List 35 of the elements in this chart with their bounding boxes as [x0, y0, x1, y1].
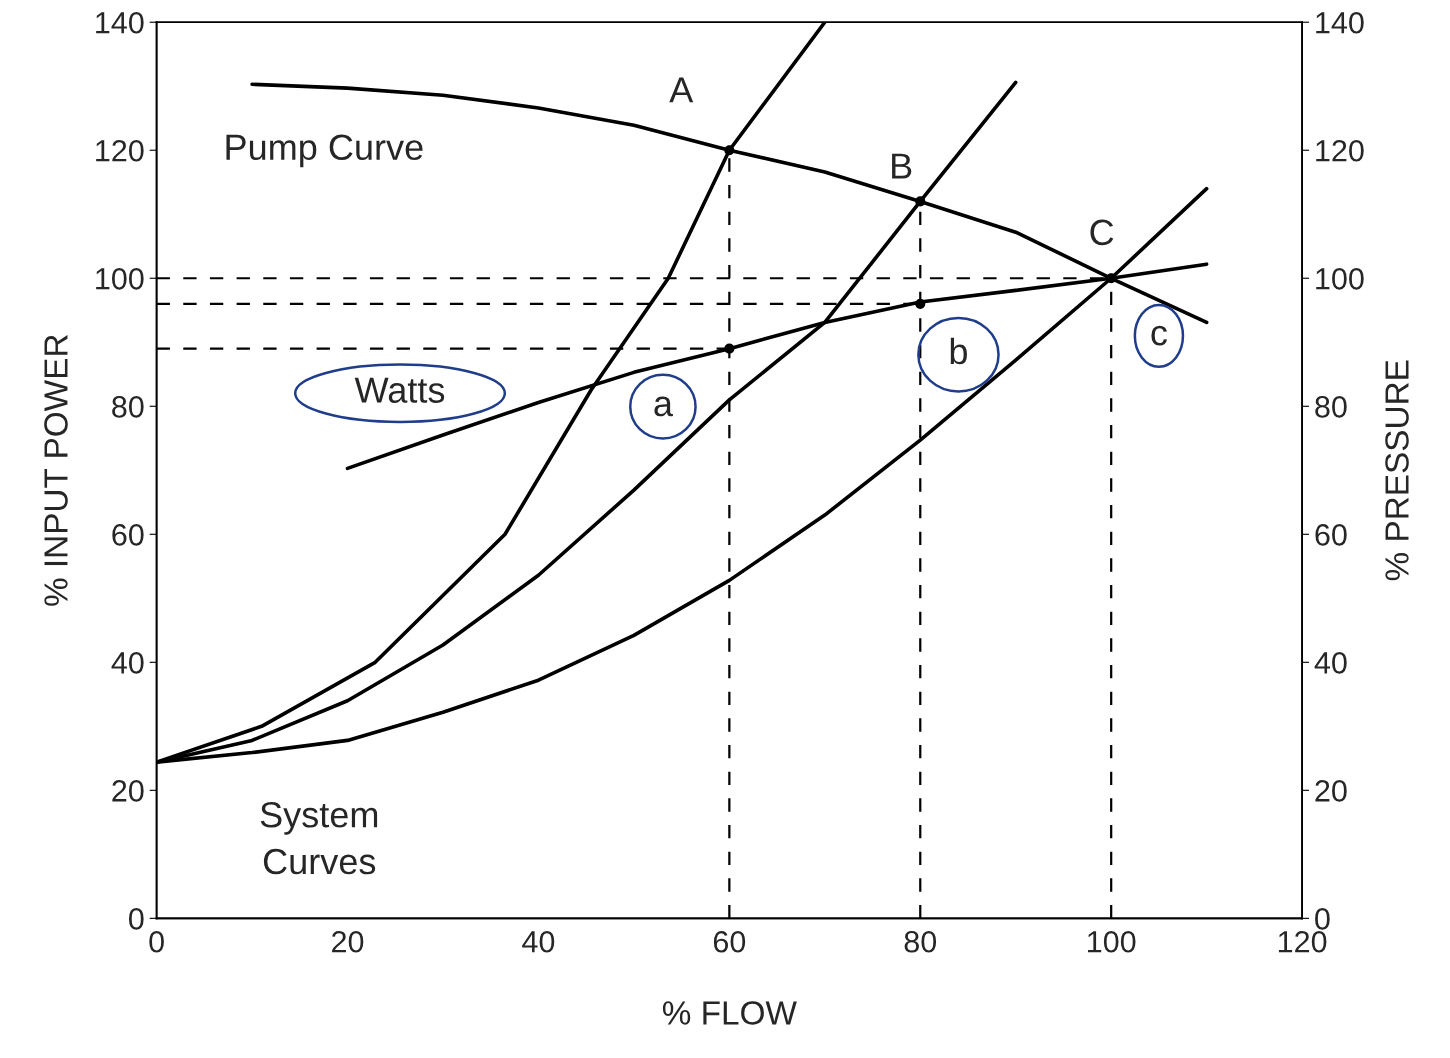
y-tick-label: 40: [111, 652, 144, 674]
x-tick-label: 40: [522, 930, 555, 953]
x-tick-label: 0: [149, 930, 164, 953]
y-axis-title: % INPUT POWER: [44, 335, 68, 606]
y-tick-label: 140: [96, 11, 144, 34]
x-tick-label: 120: [1278, 930, 1327, 953]
x-tick-label: 100: [1088, 930, 1136, 953]
y2-tick-label: 20: [1315, 780, 1347, 802]
y2-tick-label: 60: [1315, 524, 1347, 546]
annotation: a: [654, 396, 673, 417]
y2-tick-label: 80: [1315, 396, 1347, 418]
y-tick-label: 20: [112, 780, 144, 802]
y-tick-label: 100: [96, 267, 144, 290]
annotation: b: [950, 337, 967, 365]
x-tick-label: 80: [904, 930, 937, 953]
y2-tick-label: 100: [1316, 267, 1364, 290]
annotation: C: [1090, 219, 1114, 246]
y2-tick-label: 140: [1316, 11, 1364, 34]
y-tick-label: 120: [96, 139, 144, 162]
y2-tick-label: 0: [1315, 908, 1330, 930]
y-tick-label: 0: [129, 908, 144, 930]
y2-tick-label: 40: [1314, 652, 1347, 674]
annotation: System Curves: [260, 802, 378, 875]
annotation: B: [892, 153, 912, 179]
y2-tick-label: 120: [1316, 139, 1364, 162]
y-tick-label: 60: [112, 524, 144, 546]
x-tick-label: 60: [713, 930, 746, 953]
annotation: Pump Curve: [226, 134, 423, 168]
y-tick-label: 80: [112, 396, 144, 418]
annotation: A: [669, 77, 694, 103]
y2-axis-title: % PRESSURE: [1385, 360, 1409, 581]
annotation: Watts: [354, 377, 445, 403]
annotation: c: [1151, 325, 1167, 346]
x-tick-label: 20: [332, 930, 364, 953]
x-axis-title: % FLOW: [662, 1001, 797, 1025]
